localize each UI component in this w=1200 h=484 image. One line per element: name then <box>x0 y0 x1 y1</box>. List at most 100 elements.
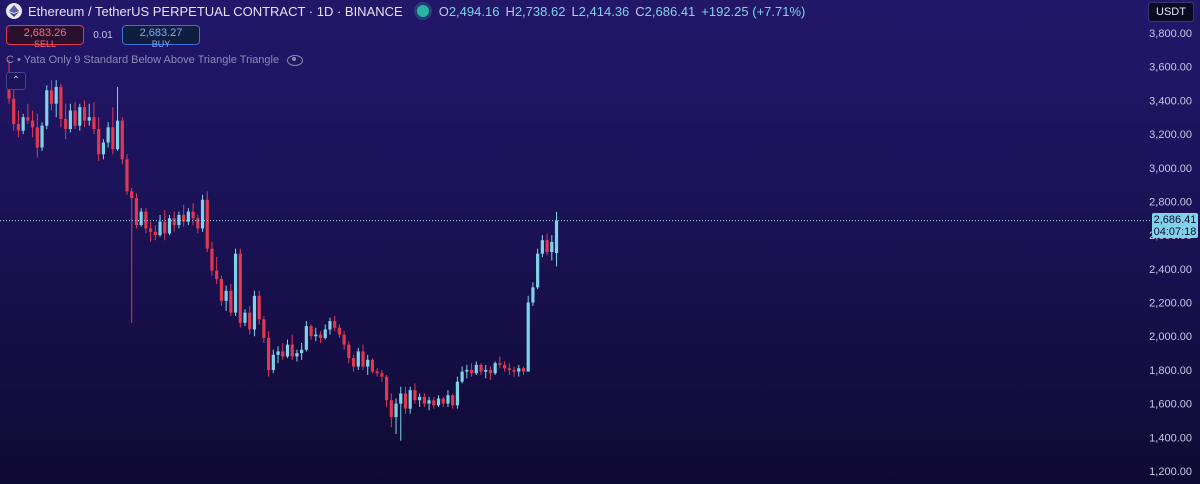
candle-body[interactable] <box>446 395 450 404</box>
candle-body[interactable] <box>545 240 549 252</box>
candle-body[interactable] <box>281 351 285 357</box>
candle-body[interactable] <box>432 400 436 406</box>
candle-body[interactable] <box>215 270 219 279</box>
candle-body[interactable] <box>252 295 257 330</box>
candle-body[interactable] <box>531 287 535 303</box>
candle-body[interactable] <box>120 120 124 160</box>
candle-body[interactable] <box>451 395 455 406</box>
candle-body[interactable] <box>484 369 488 372</box>
candle-body[interactable] <box>68 110 72 130</box>
candle-body[interactable] <box>347 344 351 359</box>
candle-body[interactable] <box>267 337 271 370</box>
candle-body[interactable] <box>399 393 403 404</box>
candle-body[interactable] <box>87 117 91 121</box>
candle-body[interactable] <box>512 369 516 372</box>
candle-body[interactable] <box>115 120 120 150</box>
candle-body[interactable] <box>361 351 365 367</box>
candle-body[interactable] <box>248 312 252 330</box>
candle-body[interactable] <box>517 368 521 372</box>
candle-body[interactable] <box>130 191 134 199</box>
candle-body[interactable] <box>318 334 323 338</box>
candle-body[interactable] <box>224 290 228 301</box>
candle-body[interactable] <box>45 90 49 126</box>
candle-body[interactable] <box>12 98 16 124</box>
candle-body[interactable] <box>526 302 530 372</box>
candle-body[interactable] <box>238 253 242 323</box>
candle-body[interactable] <box>139 211 143 226</box>
candle-body[interactable] <box>59 86 63 119</box>
candle-body[interactable] <box>441 398 445 404</box>
candle-body[interactable] <box>78 107 82 126</box>
candle-body[interactable] <box>243 312 247 323</box>
candle-body[interactable] <box>64 118 68 130</box>
candle-body[interactable] <box>35 127 39 148</box>
candle-body[interactable] <box>413 390 417 401</box>
candle-body[interactable] <box>125 159 129 192</box>
candle-body[interactable] <box>333 321 337 328</box>
candle-body[interactable] <box>49 90 54 104</box>
candle-body[interactable] <box>370 359 375 372</box>
candle-body[interactable] <box>40 125 44 148</box>
candle-body[interactable] <box>177 214 181 226</box>
candle-body[interactable] <box>101 142 105 155</box>
candle-body[interactable] <box>300 349 304 354</box>
candle-body[interactable] <box>210 248 214 271</box>
candle-body[interactable] <box>314 334 318 337</box>
candle-body[interactable] <box>262 319 266 338</box>
candle-body[interactable] <box>163 221 167 234</box>
candle-body[interactable] <box>21 117 25 131</box>
candle-body[interactable] <box>550 241 554 252</box>
candle-body[interactable] <box>488 369 493 374</box>
symbol-title[interactable]: Ethereum / TetherUS PERPETUAL CONTRACT ·… <box>28 3 403 19</box>
candle-body[interactable] <box>304 326 308 350</box>
collapse-legend-button[interactable]: ⌃ <box>6 72 26 90</box>
sell-button[interactable]: 2,683.26 SELL <box>6 25 84 49</box>
candle-body[interactable] <box>469 369 474 374</box>
buy-button[interactable]: 2,683.27 BUY <box>122 25 200 49</box>
candle-body[interactable] <box>31 120 35 128</box>
candle-body[interactable] <box>191 211 195 219</box>
candle-body[interactable] <box>394 403 398 418</box>
candle-body[interactable] <box>295 353 299 357</box>
candle-body[interactable] <box>106 127 110 143</box>
candle-body[interactable] <box>182 214 186 222</box>
candle-body[interactable] <box>16 123 21 131</box>
eye-icon[interactable] <box>287 54 304 66</box>
candle-body[interactable] <box>309 326 313 337</box>
candle-body[interactable] <box>418 396 422 401</box>
candle-body[interactable] <box>366 359 370 367</box>
candle-body[interactable] <box>205 199 209 249</box>
candle-body[interactable] <box>290 344 294 357</box>
candle-body[interactable] <box>380 373 384 377</box>
currency-selector[interactable]: USDT <box>1148 2 1194 22</box>
candle-body[interactable] <box>356 351 360 367</box>
candle-body[interactable] <box>521 368 526 372</box>
candle-body[interactable] <box>408 390 412 409</box>
candle-body[interactable] <box>219 278 223 301</box>
candle-body[interactable] <box>375 371 379 374</box>
candle-body[interactable] <box>158 221 162 236</box>
candle-body[interactable] <box>479 364 483 372</box>
candle-body[interactable] <box>337 327 341 335</box>
candle-body[interactable] <box>436 398 441 406</box>
candle-body[interactable] <box>465 369 469 372</box>
candle-body[interactable] <box>503 364 507 369</box>
candle-body[interactable] <box>229 290 233 313</box>
candle-body[interactable] <box>276 351 280 355</box>
candle-body[interactable] <box>507 368 511 370</box>
candle-body[interactable] <box>455 381 459 406</box>
candle-body[interactable] <box>97 129 101 155</box>
candle-body[interactable] <box>26 117 30 121</box>
candle-body[interactable] <box>385 376 389 401</box>
candle-body[interactable] <box>328 321 332 330</box>
candle-body[interactable] <box>427 400 431 404</box>
candle-body[interactable] <box>351 358 356 367</box>
candle-body[interactable] <box>285 344 290 357</box>
candle-body[interactable] <box>271 354 275 370</box>
candle-body[interactable] <box>389 400 393 418</box>
candle-body[interactable] <box>82 107 87 121</box>
indicator-legend[interactable]: C • Yata Only 9 Standard Below Above Tri… <box>6 54 304 66</box>
candle-body[interactable] <box>167 218 172 234</box>
candle-body[interactable] <box>233 253 238 313</box>
